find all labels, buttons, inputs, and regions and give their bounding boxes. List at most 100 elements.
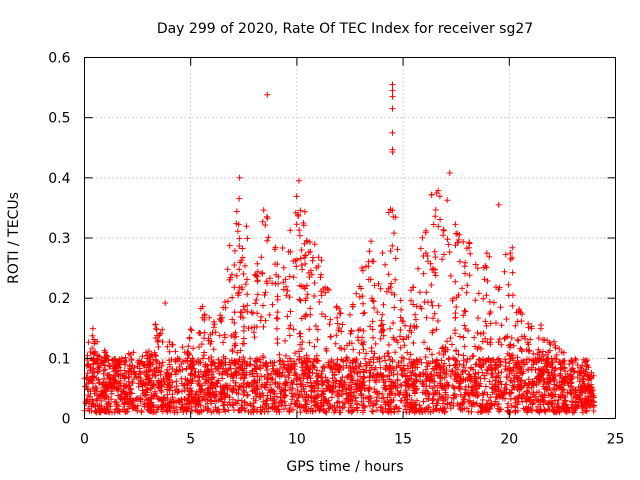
data-point (509, 269, 516, 276)
data-point (359, 379, 366, 386)
data-point (439, 400, 446, 407)
data-point (282, 402, 289, 409)
data-point (272, 379, 279, 386)
data-point (333, 332, 340, 339)
data-point (415, 265, 422, 272)
data-point (170, 398, 177, 405)
data-point (368, 408, 375, 415)
data-point (397, 327, 404, 333)
data-point (106, 381, 113, 388)
data-point (283, 292, 290, 299)
data-point (442, 344, 449, 351)
data-point (102, 366, 109, 373)
data-point (487, 336, 494, 342)
data-point (89, 345, 96, 352)
data-point (389, 87, 396, 94)
data-point (460, 400, 466, 407)
data-point (126, 403, 133, 410)
data-point (251, 379, 257, 386)
data-point (220, 353, 227, 360)
data-point (186, 393, 193, 399)
data-point (367, 276, 374, 283)
data-point (526, 398, 533, 404)
data-point (89, 398, 96, 405)
data-point (229, 294, 236, 301)
data-point (114, 403, 121, 409)
data-point (439, 369, 446, 376)
data-point (470, 366, 477, 373)
data-point (202, 362, 209, 368)
data-point (452, 242, 459, 249)
data-point (397, 333, 403, 340)
data-point (221, 331, 228, 338)
data-point (369, 326, 376, 333)
data-point (326, 321, 333, 328)
data-point (185, 397, 192, 404)
data-point (269, 301, 276, 308)
data-point (271, 400, 278, 407)
data-point (102, 383, 109, 390)
data-point (106, 362, 113, 369)
data-point (221, 406, 228, 413)
data-point (560, 349, 567, 356)
data-point (377, 285, 384, 292)
data-point (518, 383, 525, 390)
data-point (550, 371, 557, 378)
data-point (281, 373, 288, 380)
data-point (510, 384, 517, 391)
data-point (322, 396, 329, 403)
data-point (515, 381, 522, 388)
data-point (323, 385, 330, 392)
data-point (548, 400, 555, 407)
data-point (296, 232, 303, 239)
data-point (504, 333, 511, 340)
data-point (258, 254, 265, 261)
data-point (483, 370, 490, 377)
data-point (587, 397, 593, 404)
data-point (376, 355, 383, 362)
data-point (430, 390, 437, 397)
data-point (298, 315, 305, 322)
y-tick-label: 0.5 (48, 111, 70, 127)
data-point (389, 93, 396, 100)
data-point (367, 356, 374, 363)
data-point (419, 234, 426, 241)
data-point (213, 397, 220, 404)
data-point (94, 352, 101, 359)
data-point (424, 363, 431, 370)
data-point (228, 386, 235, 393)
data-point (349, 375, 356, 381)
data-point (116, 358, 123, 365)
data-point (572, 399, 579, 406)
data-point (278, 361, 285, 368)
data-point (460, 362, 467, 369)
data-point (430, 265, 437, 272)
data-point (210, 346, 217, 353)
data-point (407, 351, 414, 358)
data-point (336, 409, 343, 416)
data-point (481, 389, 488, 396)
data-point (417, 378, 424, 385)
data-point (355, 380, 362, 387)
data-point (518, 377, 525, 384)
data-point (440, 226, 447, 233)
data-point (372, 401, 379, 408)
data-point (459, 285, 466, 292)
data-point (233, 389, 240, 396)
data-point (182, 396, 188, 403)
data-point (286, 325, 293, 332)
data-point (185, 343, 192, 350)
data-point (572, 355, 579, 362)
data-point (432, 206, 439, 213)
data-point (190, 345, 197, 352)
data-point (420, 253, 427, 259)
data-point (389, 81, 396, 88)
data-point (201, 349, 208, 356)
data-point (460, 312, 467, 319)
data-point (397, 381, 404, 388)
data-point (496, 406, 503, 413)
data-point (407, 369, 413, 376)
data-point (315, 263, 322, 270)
data-point (475, 290, 482, 297)
data-point (432, 272, 439, 279)
